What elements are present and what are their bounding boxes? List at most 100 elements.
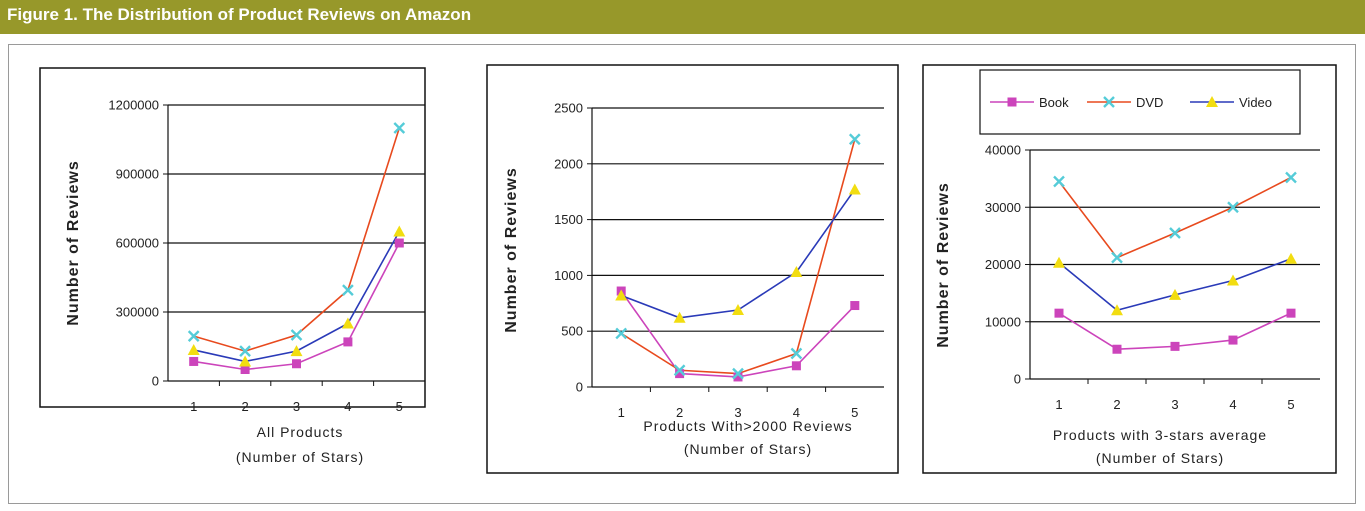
y-tick-label: 40000: [985, 143, 1021, 158]
y-tick-label: 0: [1014, 372, 1021, 387]
data-point-dvd: [393, 122, 406, 134]
data-point-book: [1054, 308, 1064, 318]
figure-header: Figure 1. The Distribution of Product Re…: [0, 0, 1365, 34]
data-point-video: [790, 266, 803, 278]
y-tick-label: 2000: [554, 156, 583, 171]
legend-label-video: Video: [1239, 95, 1272, 110]
data-point-video: [1111, 304, 1123, 316]
data-point-dvd: [290, 329, 303, 341]
data-point-video: [393, 225, 406, 237]
data-point-video: [848, 183, 861, 195]
y-axis-label: Number of Reviews: [65, 160, 82, 325]
data-point-video: [1227, 274, 1239, 286]
data-point-book: [343, 337, 353, 347]
x-tick-label: 5: [396, 399, 403, 414]
data-point-book: [850, 301, 860, 311]
data-point-video: [187, 343, 200, 355]
y-tick-label: 30000: [985, 200, 1021, 215]
data-point-dvd: [187, 330, 200, 342]
data-point-dvd: [615, 327, 628, 340]
x-tick-label: 2: [241, 399, 248, 414]
data-point-dvd: [732, 367, 744, 380]
y-tick-label: 0: [576, 380, 583, 395]
chart-panel-border: [486, 64, 899, 474]
data-point-book: [189, 356, 199, 366]
legend-label-dvd: DVD: [1136, 95, 1163, 110]
x-tick-label: 5: [1287, 397, 1294, 412]
y-tick-label: 900000: [116, 167, 159, 182]
chart-panel-border: [39, 67, 426, 408]
data-point-book: [1286, 308, 1296, 318]
data-point-dvd: [1053, 175, 1065, 188]
y-tick-label: 1500: [554, 212, 583, 227]
legend-marker-book: [1007, 97, 1017, 107]
data-point-dvd: [1227, 201, 1239, 214]
data-point-book: [292, 359, 301, 369]
data-point-video: [673, 311, 686, 323]
y-tick-label: 0: [152, 374, 159, 389]
x-tick-label: 1: [190, 399, 197, 414]
legend-marker-video: [1206, 96, 1218, 107]
legend-marker-dvd: [1103, 96, 1115, 108]
y-tick-label: 1000: [554, 268, 583, 283]
data-point-dvd: [1169, 227, 1181, 239]
x-axis-label: Products With>2000 Reviews: [643, 418, 852, 434]
data-point-dvd: [1111, 251, 1123, 264]
x-axis-sublabel: (Number of Stars): [236, 449, 364, 465]
data-point-dvd: [790, 347, 803, 360]
data-point-book: [791, 361, 801, 371]
data-point-video: [732, 303, 744, 315]
y-tick-label: 300000: [116, 305, 159, 320]
data-point-book: [733, 372, 743, 382]
x-axis-label: Products with 3-stars average: [1053, 427, 1267, 443]
x-tick-label: 4: [1229, 397, 1236, 412]
x-axis-label: All Products: [257, 424, 344, 440]
chart-1: 0 300000 600000 900000 1200000 1 2 3 4 5 All Produ…: [39, 67, 426, 465]
y-axis-label: Number of Reviews: [935, 182, 952, 347]
x-tick-label: 1: [1055, 397, 1062, 412]
y-tick-label: 10000: [985, 314, 1021, 329]
data-point-dvd: [673, 364, 686, 377]
x-tick-label: 4: [793, 405, 800, 420]
x-tick-label: 1: [618, 405, 625, 420]
x-tick-label: 2: [1113, 397, 1120, 412]
legend-label-book: Book: [1039, 95, 1069, 110]
data-point-video: [290, 345, 303, 357]
data-point-video: [341, 317, 354, 329]
y-tick-label: 1200000: [108, 98, 159, 113]
data-point-dvd: [848, 133, 861, 146]
data-point-video: [615, 289, 628, 301]
y-axis-label: Number of Reviews: [503, 167, 520, 332]
data-point-dvd: [239, 345, 251, 357]
x-axis-sublabel: (Number of Stars): [684, 441, 812, 457]
data-point-video: [1285, 252, 1297, 264]
data-point-book: [1170, 341, 1180, 351]
x-tick-label: 5: [851, 405, 858, 420]
data-point-book: [675, 369, 685, 379]
x-tick-label: 3: [293, 399, 300, 414]
x-tick-label: 2: [676, 405, 683, 420]
y-tick-label: 20000: [985, 257, 1021, 272]
data-point-dvd: [342, 284, 354, 296]
y-tick-label: 2500: [554, 101, 583, 116]
x-axis-sublabel: (Number of Stars): [1096, 450, 1224, 466]
data-point-video: [1053, 256, 1065, 268]
figure-title: Figure 1. The Distribution of Product Re…: [7, 5, 472, 24]
data-point-book: [240, 365, 250, 374]
x-tick-label: 3: [1171, 397, 1178, 412]
data-point-book: [1228, 335, 1238, 345]
data-point-video: [239, 355, 252, 367]
data-point-book: [394, 238, 404, 248]
chart-legend: Book DVD Video: [979, 69, 1301, 135]
figure-frame: [8, 44, 1356, 504]
data-point-book: [1112, 344, 1122, 354]
data-point-dvd: [1285, 171, 1297, 184]
x-tick-label: 3: [734, 405, 741, 420]
y-tick-label: 600000: [116, 236, 159, 251]
y-tick-label: 500: [561, 324, 583, 339]
data-point-video: [1169, 288, 1181, 300]
chart-3: 0 10000 20000 30000 40000 1 2 3 4 5 Products with …: [922, 64, 1337, 474]
x-tick-label: 4: [344, 399, 351, 414]
